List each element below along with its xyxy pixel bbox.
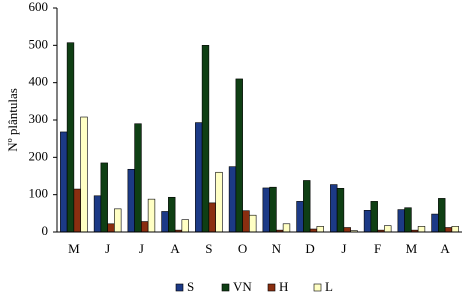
bar — [303, 180, 311, 233]
legend-swatch — [313, 283, 322, 292]
bar — [161, 211, 169, 233]
bar — [141, 221, 149, 233]
bar — [147, 198, 156, 233]
y-tick-label: 300 — [29, 111, 49, 126]
bar — [208, 202, 216, 233]
y-tick-label: 500 — [29, 36, 49, 51]
bar — [269, 186, 277, 233]
bar — [100, 162, 108, 233]
bar — [181, 219, 189, 233]
legend-label: H — [279, 279, 288, 294]
bar — [215, 171, 223, 233]
bar — [451, 226, 459, 233]
legend-label: S — [187, 279, 194, 294]
bar — [370, 201, 378, 233]
legend-label: L — [325, 279, 333, 294]
bar — [195, 122, 203, 233]
x-tick-label: S — [205, 241, 212, 256]
y-tick-label: 200 — [29, 148, 49, 163]
y-tick-label: 600 — [29, 0, 49, 14]
x-tick-label: M — [68, 241, 80, 256]
x-tick-label: N — [272, 241, 282, 256]
bar — [444, 227, 453, 233]
bar — [417, 226, 426, 233]
bar — [404, 207, 412, 233]
bar — [114, 208, 122, 233]
x-tick-label: J — [105, 241, 110, 256]
x-tick-label: D — [305, 241, 314, 256]
bar — [282, 223, 291, 233]
bar — [168, 196, 176, 233]
bar — [228, 166, 237, 233]
bar — [363, 210, 372, 233]
legend-swatch — [221, 283, 230, 292]
legend-swatch — [267, 283, 276, 292]
y-axis-label: Nº plântulas — [5, 88, 20, 152]
bar — [107, 223, 115, 233]
x-tick-label: F — [374, 241, 381, 256]
bar — [438, 198, 446, 233]
bar — [242, 210, 250, 233]
y-tick-label: 100 — [29, 186, 49, 201]
bar — [397, 209, 405, 233]
bar — [80, 116, 88, 233]
bar — [134, 123, 142, 233]
bar — [316, 226, 324, 233]
x-tick-label: J — [341, 241, 346, 256]
y-tick-label: 0 — [42, 223, 49, 238]
bar — [66, 42, 75, 233]
bar — [262, 187, 270, 233]
bar — [384, 225, 392, 233]
legend-label: VN — [233, 279, 252, 294]
x-tick-label: O — [238, 241, 247, 256]
bar — [249, 214, 257, 233]
bar — [330, 184, 338, 233]
bar — [201, 45, 210, 233]
bar — [93, 195, 102, 233]
x-tick-label: A — [170, 241, 180, 256]
bar — [73, 188, 81, 233]
bar — [235, 78, 243, 233]
legend-swatch — [175, 283, 184, 292]
bar — [296, 201, 304, 233]
bar — [431, 213, 439, 233]
x-tick-label: J — [139, 241, 144, 256]
bar — [127, 168, 135, 233]
bar — [60, 131, 68, 233]
x-tick-label: M — [406, 241, 418, 256]
x-tick-label: A — [440, 241, 450, 256]
bar — [343, 227, 351, 233]
bar — [336, 188, 345, 233]
y-tick-label: 400 — [29, 74, 49, 89]
